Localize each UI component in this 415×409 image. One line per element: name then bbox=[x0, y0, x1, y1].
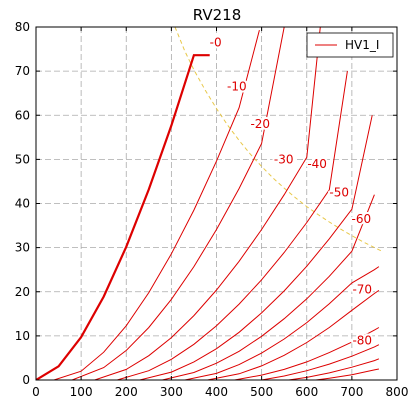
dissipation-line bbox=[174, 27, 384, 253]
x-tick-label: 800 bbox=[386, 385, 409, 399]
series-line bbox=[315, 368, 379, 380]
curve-label: -10 bbox=[227, 80, 247, 94]
y-tick-label: 50 bbox=[15, 152, 30, 166]
series-line bbox=[94, 27, 321, 380]
series-line bbox=[71, 27, 285, 380]
y-tick-label: 20 bbox=[15, 285, 30, 299]
x-tick-label: 300 bbox=[160, 385, 183, 399]
x-tick-label: 500 bbox=[250, 385, 273, 399]
plot-lines bbox=[36, 27, 380, 380]
x-tick-label: 100 bbox=[70, 385, 93, 399]
series-line bbox=[36, 54, 210, 380]
series-line bbox=[53, 29, 260, 380]
series-line bbox=[261, 344, 380, 380]
x-tick-label: 200 bbox=[115, 385, 138, 399]
legend-label: HV1_I bbox=[345, 38, 379, 52]
curve-label: -80 bbox=[352, 333, 372, 347]
series-line bbox=[162, 194, 375, 380]
y-tick-label: 60 bbox=[15, 108, 30, 122]
series-line bbox=[117, 71, 348, 380]
y-tick-label: 30 bbox=[15, 241, 30, 255]
chart-title: RV218 bbox=[193, 6, 242, 24]
x-tick-label: 400 bbox=[205, 385, 228, 399]
x-tick-label: 700 bbox=[340, 385, 363, 399]
x-tick-label: 600 bbox=[295, 385, 318, 399]
curve-label: -0 bbox=[210, 35, 222, 49]
curve-labels: -0 -10 -20 -30 -40-50-60 -70 -80 bbox=[208, 33, 374, 349]
series-line bbox=[288, 358, 380, 380]
curve-label: -30 bbox=[274, 152, 294, 166]
curve-label: -60 bbox=[352, 212, 372, 226]
legend: HV1_I bbox=[306, 32, 394, 58]
series-line bbox=[207, 289, 380, 380]
curve-label: -40 bbox=[307, 157, 327, 171]
series-line bbox=[184, 266, 380, 380]
y-tick-label: 70 bbox=[15, 64, 30, 78]
axes: 0 100 200 300 400 500 600 700 800 0 10 20 30 40 50 60 70… bbox=[15, 20, 409, 399]
curve-label: -50 bbox=[329, 185, 349, 199]
y-tick-label: 40 bbox=[15, 197, 30, 211]
y-tick-label: 10 bbox=[15, 329, 30, 343]
grid bbox=[36, 27, 397, 380]
series-line bbox=[139, 115, 373, 380]
x-tick-label: 0 bbox=[32, 385, 40, 399]
y-tick-label: 0 bbox=[22, 373, 30, 387]
dissipation-curve bbox=[174, 27, 384, 253]
curve-label: -20 bbox=[250, 117, 270, 131]
series-line bbox=[234, 327, 380, 380]
curve-label: -70 bbox=[352, 283, 372, 297]
y-tick-label: 80 bbox=[15, 20, 30, 34]
